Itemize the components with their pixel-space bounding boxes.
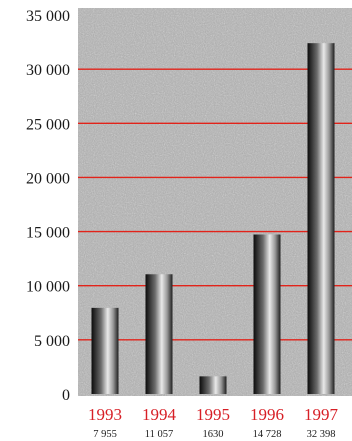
bar-1994 <box>145 274 173 394</box>
value-labels: 7 955 11 057 1630 14 728 32 398 <box>93 429 335 440</box>
y-axis-tick-labels: 0 5 000 10 000 15 000 20 000 25 000 30 000 35 0… <box>26 8 70 404</box>
y-tick-label: 30 000 <box>26 62 70 79</box>
y-tick-label: 15 000 <box>26 225 70 242</box>
bar-1995 <box>199 376 227 394</box>
y-tick-label: 5 000 <box>34 333 70 350</box>
value-label: 32 398 <box>307 429 336 440</box>
value-label: 14 728 <box>253 429 282 440</box>
value-label: 7 955 <box>93 429 117 440</box>
bar-1997 <box>307 43 335 395</box>
category-label: 1993 <box>88 405 122 424</box>
plot-area <box>78 8 352 396</box>
value-label: 11 057 <box>145 429 174 440</box>
category-label: 1994 <box>142 405 177 424</box>
bar-1993 <box>91 307 119 394</box>
y-tick-label: 20 000 <box>26 170 70 187</box>
category-label: 1996 <box>250 405 284 424</box>
y-tick-label: 35 000 <box>26 8 70 25</box>
category-labels: 1993 1994 1995 1996 1997 <box>88 405 339 424</box>
value-label: 1630 <box>203 429 224 440</box>
bar-1996 <box>253 234 281 394</box>
y-tick-label: 10 000 <box>26 279 70 296</box>
gridlines <box>78 68 352 341</box>
bars <box>91 43 335 395</box>
y-tick-label: 0 <box>62 387 70 404</box>
category-label: 1997 <box>304 405 339 424</box>
category-label: 1995 <box>196 405 230 424</box>
y-tick-label: 25 000 <box>26 116 70 133</box>
plot-texture <box>78 8 352 396</box>
